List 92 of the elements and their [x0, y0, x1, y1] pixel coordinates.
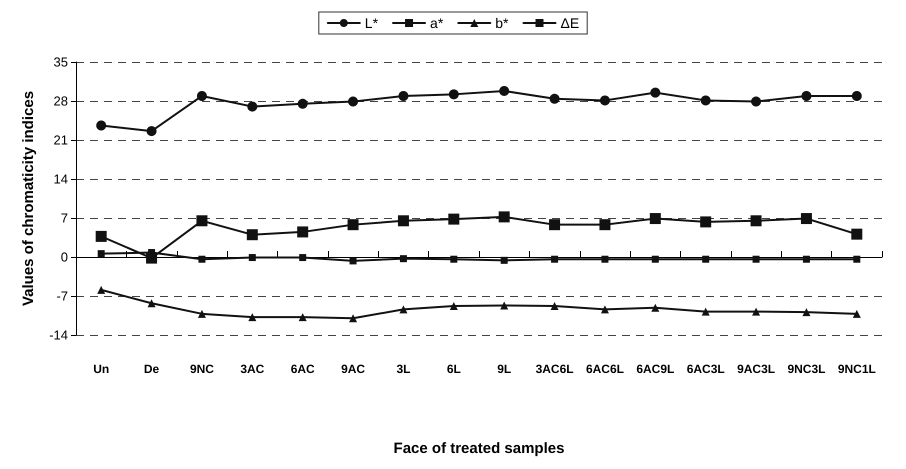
- point: [97, 286, 106, 294]
- point: [651, 304, 660, 312]
- point: [802, 256, 810, 263]
- point: [752, 308, 760, 316]
- y-tick-label: 14: [54, 172, 68, 186]
- x-axis-title: Face of treated samples: [394, 440, 564, 457]
- point: [98, 250, 105, 258]
- point: [299, 254, 306, 262]
- point: [800, 213, 812, 224]
- y-tick-label: -7: [56, 288, 68, 304]
- point: [148, 299, 156, 308]
- point: [550, 94, 560, 104]
- point: [550, 302, 559, 310]
- point: [599, 219, 610, 230]
- x-tick-label: 9AC3L: [737, 362, 776, 376]
- point: [246, 229, 258, 240]
- x-tick-label: 3L: [396, 362, 410, 376]
- point: [650, 88, 660, 98]
- x-tick-label: 6L: [446, 362, 461, 376]
- x-tick-label: 3AC6L: [536, 362, 574, 376]
- point: [400, 255, 407, 262]
- x-tick-label: 3AC: [240, 362, 265, 376]
- point: [752, 256, 760, 263]
- point: [450, 302, 458, 310]
- point: [551, 256, 558, 263]
- point: [348, 96, 358, 107]
- x-tick-label: 9AC: [341, 362, 366, 376]
- point: [499, 86, 510, 96]
- point: [500, 301, 508, 310]
- legend-label: ΔE: [560, 15, 580, 31]
- point: [247, 102, 258, 112]
- point: [801, 90, 812, 101]
- point: [852, 310, 861, 318]
- point: [298, 98, 308, 109]
- x-tick-label: 6AC9L: [636, 362, 674, 376]
- point: [498, 211, 510, 222]
- legend-label: a*: [430, 15, 444, 31]
- point: [298, 313, 307, 322]
- y-tick-label: 7: [60, 210, 68, 226]
- point: [96, 120, 106, 131]
- point: [297, 226, 308, 238]
- x-tick-label: Un: [93, 362, 110, 376]
- x-tick-label: De: [144, 362, 160, 376]
- x-tick-label: 6AC3L: [686, 362, 725, 376]
- y-tick-label: 21: [54, 132, 68, 148]
- point: [601, 256, 608, 263]
- point: [853, 256, 860, 263]
- point: [549, 219, 560, 230]
- x-tick-label: 6AC6L: [586, 362, 624, 376]
- y-tick-label: -14: [49, 328, 68, 342]
- point: [348, 219, 359, 230]
- point: [248, 313, 256, 322]
- point: [851, 228, 862, 240]
- point: [702, 256, 710, 263]
- legend-label: b*: [495, 15, 510, 31]
- x-tick-label: 9NC1L: [838, 362, 876, 376]
- legend-label: L*: [364, 15, 379, 31]
- y-tick-label: 35: [54, 54, 68, 70]
- point: [349, 314, 358, 322]
- point: [500, 256, 508, 264]
- y-axis-title: Values of chromaticity indices: [20, 90, 37, 306]
- point: [450, 256, 458, 263]
- point: [652, 256, 659, 263]
- point: [198, 256, 206, 263]
- point: [350, 257, 357, 264]
- point: [146, 126, 157, 136]
- point: [198, 310, 206, 318]
- point: [448, 214, 460, 225]
- point: [650, 213, 661, 224]
- point: [702, 308, 710, 316]
- point: [398, 90, 408, 101]
- point: [399, 305, 408, 314]
- y-tick-label: 28: [54, 94, 68, 108]
- point: [700, 216, 712, 228]
- point: [398, 215, 409, 226]
- y-tick-label: 0: [60, 250, 68, 264]
- x-tick-label: 9NC: [190, 362, 214, 376]
- point: [700, 95, 711, 106]
- point: [248, 254, 256, 262]
- point: [600, 305, 609, 314]
- point: [751, 96, 762, 107]
- point: [750, 215, 762, 226]
- point: [96, 230, 107, 242]
- x-tick-label: 6AC: [290, 362, 316, 376]
- x-tick-label: 9NC3L: [787, 362, 826, 376]
- point: [600, 95, 610, 106]
- x-tick-label: 9L: [497, 362, 512, 376]
- point: [448, 89, 459, 100]
- point: [196, 215, 208, 226]
- point: [852, 90, 862, 101]
- point: [802, 308, 810, 316]
- point: [196, 90, 207, 101]
